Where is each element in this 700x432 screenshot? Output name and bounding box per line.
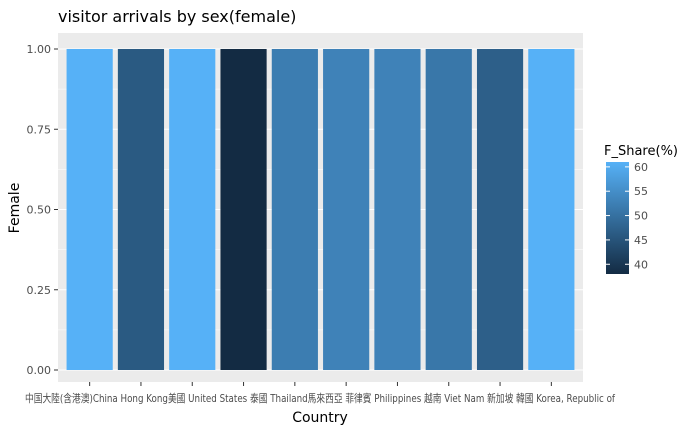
bar xyxy=(67,49,113,370)
bar xyxy=(374,49,420,370)
y-tick-label: 1.00 xyxy=(27,43,52,56)
y-tick-label: 0.75 xyxy=(27,123,52,136)
bar xyxy=(272,49,318,370)
bar xyxy=(477,49,523,370)
y-tick-label: 0.50 xyxy=(27,204,52,217)
legend-tick-label: 55 xyxy=(634,185,648,198)
legend-tick-label: 60 xyxy=(634,161,648,174)
y-tick-label: 0.25 xyxy=(27,284,52,297)
legend-tick-label: 50 xyxy=(634,210,648,223)
x-axis-title: Country xyxy=(292,410,348,426)
x-tick-labels: 中国大陸(含港澳)China Hong Kong美國 United States… xyxy=(25,391,616,405)
bar xyxy=(528,49,574,370)
bar xyxy=(118,49,164,370)
y-tick-label: 0.00 xyxy=(27,364,52,377)
y-axis-title: Female xyxy=(7,183,23,234)
legend-title: F_Share(%) xyxy=(604,144,678,159)
legend-tick-label: 45 xyxy=(634,234,648,247)
legend: F_Share(%) 40 45 50 55 60 xyxy=(604,144,678,274)
x-axis xyxy=(90,382,552,386)
bar xyxy=(323,49,369,370)
y-axis: 0.00 0.25 0.50 0.75 1.00 xyxy=(27,43,59,377)
bar xyxy=(169,49,215,370)
chart-title: visitor arrivals by sex(female) xyxy=(58,7,296,26)
legend-tick-label: 40 xyxy=(634,258,648,271)
bar xyxy=(426,49,472,370)
legend-colorbar xyxy=(606,162,629,274)
bar xyxy=(220,49,266,370)
